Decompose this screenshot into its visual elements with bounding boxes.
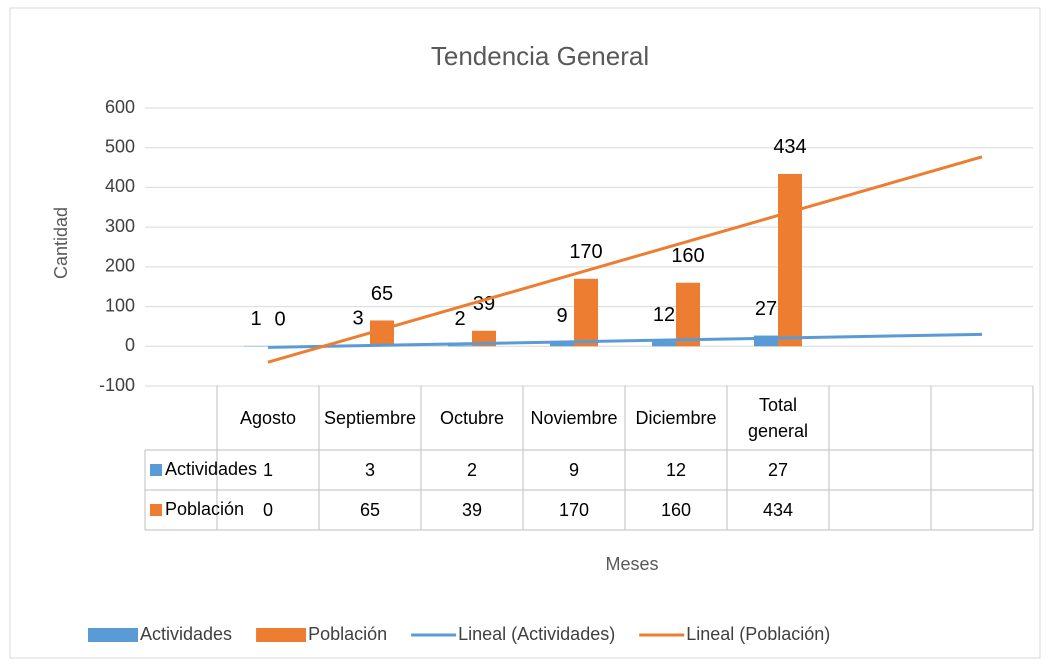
data-label: 12: [653, 304, 675, 326]
data-label: 27: [755, 298, 777, 320]
table-cell: 9: [568, 460, 579, 480]
table-header: [829, 386, 931, 450]
table-cell: 1: [262, 460, 273, 480]
legend-key: [88, 628, 138, 642]
table-row-label: Población: [165, 499, 244, 519]
x-axis-title: Meses: [605, 554, 658, 574]
table-header: Septiembre: [323, 408, 417, 428]
bar: [778, 173, 802, 347]
data-label: 160: [671, 245, 704, 267]
legend-key: [256, 628, 307, 642]
y-tick-label: 600: [105, 97, 135, 117]
y-tick-label: -100: [99, 375, 135, 395]
table-header: Octubre: [439, 408, 505, 428]
table-cell: 3: [364, 460, 375, 480]
bar: [370, 320, 394, 347]
table-cell: 39: [461, 500, 483, 520]
table-cell: 160: [660, 500, 692, 520]
table-cell: [829, 490, 931, 530]
table-legend-key: [150, 464, 162, 476]
y-tick-label: 0: [125, 335, 135, 355]
table-header: Noviembre: [530, 408, 618, 428]
y-tick-label: 300: [105, 216, 135, 236]
table-cell: [931, 490, 1033, 530]
table-header: Total general: [747, 395, 809, 441]
bar: [448, 345, 472, 347]
y-tick-label: 500: [105, 136, 135, 156]
y-tick-label: 200: [105, 256, 135, 276]
table-header: [931, 386, 1033, 450]
legend-label: Actividades: [140, 624, 232, 644]
legend-label: Lineal (Población): [686, 624, 830, 644]
trend-line: [267, 332, 983, 349]
table-header: Diciembre: [635, 408, 717, 428]
data-label: 434: [773, 136, 806, 158]
data-label: 170: [569, 241, 602, 263]
table-cell: 65: [359, 500, 381, 520]
table-cell: [931, 450, 1033, 490]
bar: [676, 282, 700, 347]
table-cell: 12: [665, 460, 687, 480]
table-cell: [829, 450, 931, 490]
table-cell: 170: [558, 500, 590, 520]
data-label: 1: [250, 308, 261, 330]
table-cell: 27: [767, 460, 789, 480]
bar: [754, 335, 778, 347]
y-axis-title: Cantidad: [51, 207, 71, 279]
data-label: 0: [274, 309, 285, 331]
table-cell: 2: [466, 460, 477, 480]
data-label: 65: [371, 283, 393, 305]
chart-border: [9, 7, 1041, 659]
table-legend-key: [150, 504, 162, 516]
data-label: 2: [454, 308, 465, 330]
chart-title: Tendencia General: [431, 41, 649, 71]
table-cell: 434: [762, 500, 794, 520]
data-label: 9: [556, 305, 567, 327]
bar: [652, 341, 676, 347]
bar: [574, 278, 598, 347]
bar: [550, 342, 574, 347]
data-label: 3: [352, 307, 363, 329]
table-cell: 0: [262, 500, 273, 520]
table-header: Agosto: [239, 408, 297, 428]
y-tick-label: 100: [105, 295, 135, 315]
trend-line: [267, 155, 983, 364]
y-tick-label: 400: [105, 176, 135, 196]
legend-label: Población: [308, 624, 387, 644]
table-row-label: Actividades: [165, 459, 257, 479]
legend-label: Lineal (Actividades): [458, 624, 615, 644]
